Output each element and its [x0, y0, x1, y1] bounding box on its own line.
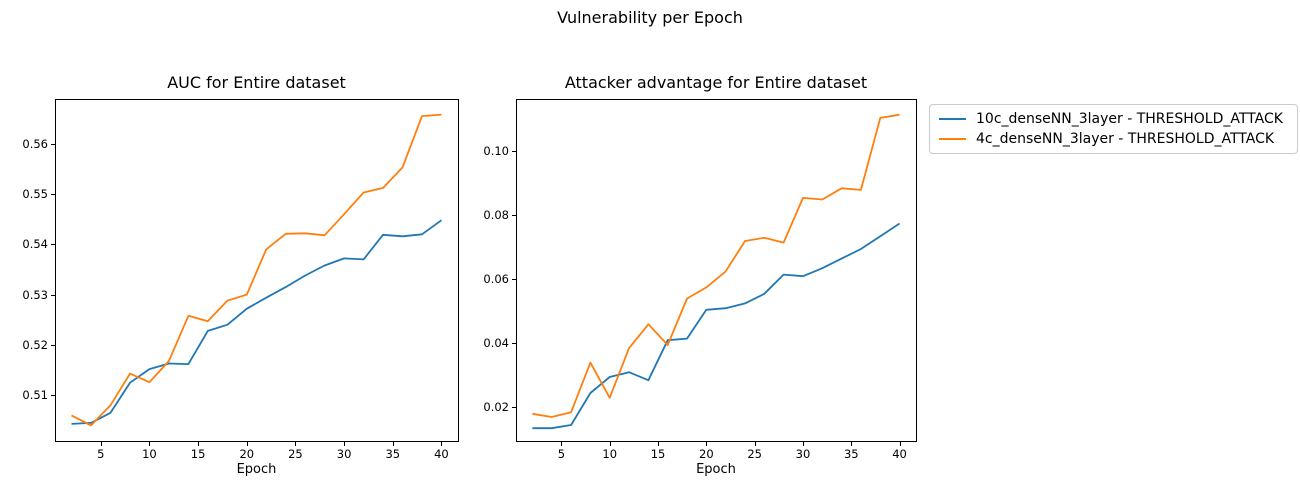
advantage-series-line-1: [532, 113, 900, 418]
figure-title: Vulnerability per Epoch: [557, 8, 743, 27]
x-tick-label: 20: [239, 447, 255, 461]
y-tick-label: 0.53: [22, 287, 48, 302]
x-tick-label: 30: [795, 447, 811, 461]
x-tick-label: 35: [385, 447, 401, 461]
y-tick-label: 0.08: [483, 208, 509, 223]
y-tick-label: 0.51: [22, 388, 48, 403]
legend: 10c_denseNN_3layer - THRESHOLD_ATTACK 4c…: [929, 104, 1298, 154]
x-tick-label: 10: [142, 447, 157, 461]
advantage-x-axis-label: Epoch: [696, 462, 736, 477]
x-tick-label: 25: [747, 447, 762, 461]
advantage-series-line-0: [532, 222, 901, 430]
auc-series-line-0: [71, 219, 443, 425]
legend-item: 4c_denseNN_3layer - THRESHOLD_ATTACK: [939, 129, 1288, 149]
auc-axes-box: [55, 99, 459, 442]
y-tick-label: 0.10: [483, 144, 509, 159]
y-tick-label: 0.56: [22, 136, 48, 151]
y-tick-label: 0.55: [22, 187, 48, 202]
y-tick-label: 0.06: [483, 272, 509, 287]
x-tick-label: 25: [288, 447, 303, 461]
x-tick-label: 5: [97, 447, 105, 461]
advantage-chart-title: Attacker advantage for Entire dataset: [564, 73, 868, 92]
auc-series-line-1: [71, 113, 442, 427]
x-tick-label: 30: [336, 447, 352, 461]
auc-x-axis-label: Epoch: [236, 462, 277, 477]
x-tick-label: 20: [699, 447, 714, 461]
advantage-axes-box: [516, 99, 917, 442]
x-tick-label: 15: [190, 447, 206, 461]
y-tick-label: 0.02: [483, 400, 509, 415]
legend-item: 10c_denseNN_3layer - THRESHOLD_ATTACK: [939, 109, 1288, 129]
x-tick-label: 15: [650, 447, 666, 461]
y-tick-label: 0.52: [22, 337, 48, 352]
x-tick-label: 40: [892, 447, 907, 461]
x-tick-label: 10: [602, 447, 618, 461]
x-tick-label: 5: [557, 447, 566, 461]
y-tick-label: 0.54: [22, 237, 48, 252]
x-tick-label: 35: [843, 447, 859, 461]
legend-label: 10c_denseNN_3layer - THRESHOLD_ATTACK: [976, 111, 1283, 127]
legend-line-swatch-orange: [939, 138, 966, 140]
legend-line-swatch-blue: [939, 118, 966, 120]
x-tick-label: 40: [434, 447, 449, 461]
legend-label: 4c_denseNN_3layer - THRESHOLD_ATTACK: [976, 131, 1275, 147]
auc-chart-title: AUC for Entire dataset: [167, 73, 346, 92]
y-tick-label: 0.04: [483, 336, 509, 351]
